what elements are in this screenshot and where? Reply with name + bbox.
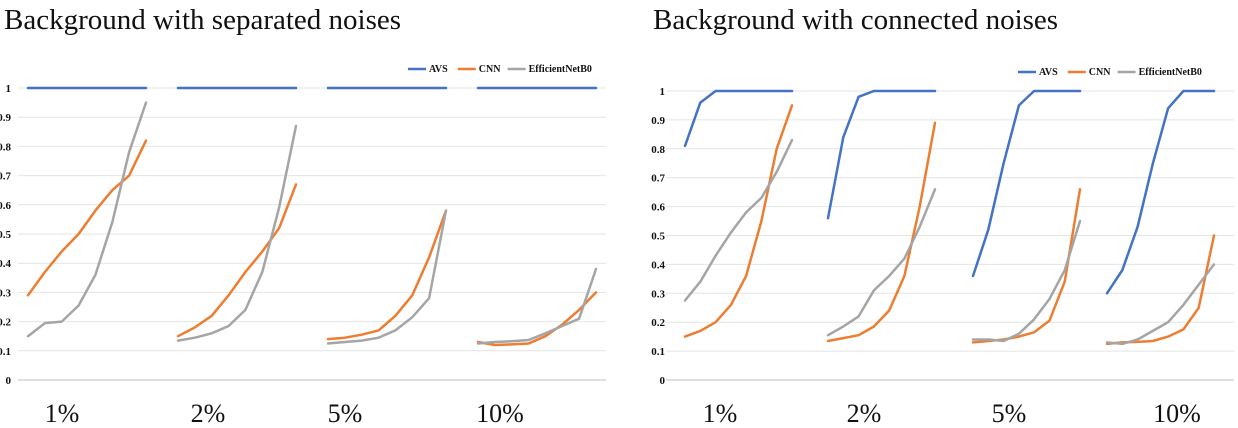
series-line xyxy=(1105,89,1216,295)
series-line xyxy=(326,209,448,341)
y-tick-label: 0.4 xyxy=(651,259,665,271)
legend-label: AVS xyxy=(1039,67,1058,78)
y-tick-label: 0.3 xyxy=(651,288,665,300)
y-tick-label: 0.8 xyxy=(651,144,665,156)
legend-label: EfficientNetB0 xyxy=(1139,67,1202,78)
series-line xyxy=(176,183,298,338)
x-category-label: 1% xyxy=(45,399,80,428)
y-tick-label: 0.6 xyxy=(0,200,12,212)
x-category-label: 1% xyxy=(703,399,738,428)
left-line-chart: 0 0.1 0.2 0.3 0.4 0.5 0.6 0.7 0.8 0.9 1 1% 2% 5% 10% AV… xyxy=(0,64,606,428)
series-line xyxy=(971,188,1082,344)
series-line xyxy=(971,89,1082,278)
y-tick-label: 0.4 xyxy=(0,258,12,270)
series-line xyxy=(476,291,598,347)
series-line xyxy=(683,138,794,302)
y-tick-label: 0.3 xyxy=(0,287,12,299)
series-line xyxy=(826,89,937,220)
series-line xyxy=(683,89,794,148)
legend-label: CNN xyxy=(479,64,501,75)
right-line-chart: 0 0.1 0.2 0.3 0.4 0.5 0.6 0.7 0.8 0.9 1 1% 2% 5% 10% AV… xyxy=(651,67,1234,428)
y-tick-label: 0.9 xyxy=(651,115,665,127)
series-line xyxy=(826,188,937,337)
series-line xyxy=(176,124,298,342)
y-tick-label: 0.2 xyxy=(0,317,12,329)
right-chart-title: Background with connected noises xyxy=(653,4,1059,36)
series-line xyxy=(826,121,937,343)
x-category-label: 2% xyxy=(847,399,882,428)
x-category-label: 5% xyxy=(992,399,1027,428)
y-tick-label: 0.5 xyxy=(651,231,665,243)
series-line xyxy=(476,267,598,345)
y-tick-label: 0 xyxy=(6,375,12,387)
y-tick-label: 1 xyxy=(660,86,666,98)
y-tick-label: 0.2 xyxy=(651,317,665,329)
series-line xyxy=(683,104,794,338)
x-category-label: 2% xyxy=(191,399,226,428)
series-line xyxy=(26,139,148,297)
x-category-label: 10% xyxy=(476,399,524,428)
y-tick-label: 0.8 xyxy=(0,141,12,153)
y-tick-label: 0.6 xyxy=(651,202,665,214)
y-tick-label: 0.5 xyxy=(0,229,12,241)
y-tick-label: 0.7 xyxy=(651,173,665,185)
series-line xyxy=(971,219,1082,343)
x-category-label: 10% xyxy=(1153,399,1201,428)
legend-label: EfficientNetB0 xyxy=(529,64,592,75)
y-tick-label: 0.1 xyxy=(651,346,665,358)
legend-label: AVS xyxy=(429,64,448,75)
legend-label: CNN xyxy=(1089,67,1111,78)
y-tick-label: 0.1 xyxy=(0,346,11,358)
series-line xyxy=(326,209,448,345)
series-line xyxy=(26,101,148,338)
x-category-label: 5% xyxy=(328,399,363,428)
y-tick-label: 0.9 xyxy=(0,112,12,124)
y-tick-label: 0.7 xyxy=(0,171,12,183)
series-line xyxy=(1105,263,1216,346)
y-tick-label: 0 xyxy=(660,375,666,387)
y-tick-label: 1 xyxy=(6,83,12,95)
left-chart-title: Background with separated noises xyxy=(4,4,402,36)
